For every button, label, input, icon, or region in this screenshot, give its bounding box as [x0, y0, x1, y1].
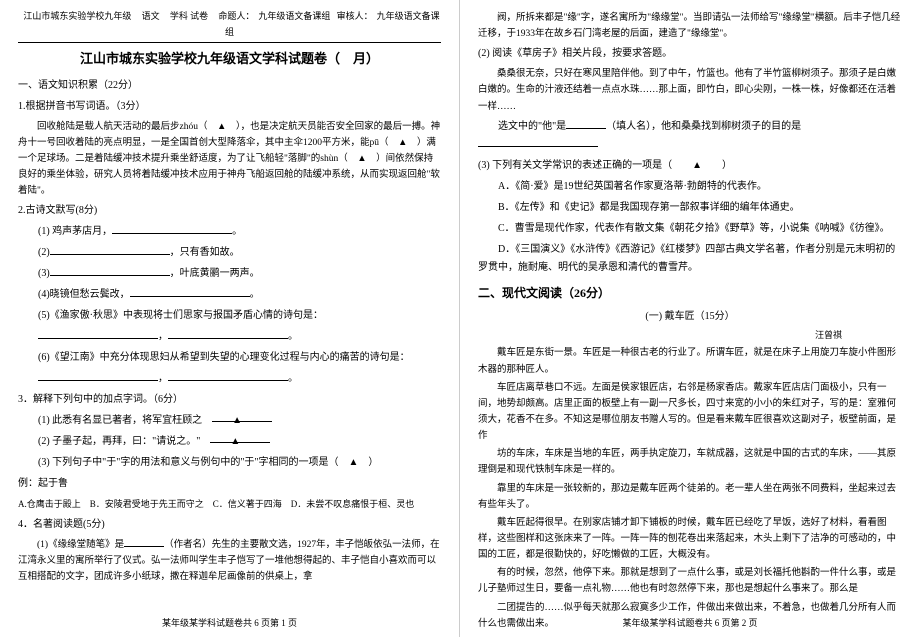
q2-i5-tail: 《望江南》中充分体现思妇从希望到失望的心理变化过程与内心的痛苦的诗句是： [50, 352, 410, 363]
q1-body: 回收舱陆是载人航天活动的最后步zhóu（ ▲ ），也是决定航天员能否安全回家的最… [18, 119, 441, 200]
essay-p1: 戴车匠是东街一景。车匠是一种很古老的行业了。所谓车匠，就是在床子上用旋刀车旋小件… [478, 345, 902, 377]
q2-item-4: (5)《渔家傲·秋思》中表现将士们思家与报国矛盾心情的诗句是： [18, 307, 441, 325]
page-header: 江山市城东实验学校九年级 语文 学科 试卷 命题人：九年级语文备课组 审核人：九… [18, 8, 441, 43]
q2-item-5: (6)《望江南》中充分体现思妇从希望到失望的心理变化过程与内心的痛苦的诗句是： [18, 349, 441, 367]
p2-q3-num: (3) 下列有关文学常识的表述正确的一项是（ ▲ ） [478, 157, 902, 175]
header-school: 江山市城东实验学校九年级 [23, 11, 131, 21]
q2-i4-tail: 《渔家傲·秋思》中表现将士们思家与报国矛盾心情的诗句是： [50, 310, 323, 321]
q2-i2-pre: (3) [38, 268, 50, 279]
blank [50, 266, 170, 276]
page-2: 阀，所拆来都是"缘"字，遂名寓所为"缘缘堂"。当即请弘一法师给写"缘缘堂"横额。… [460, 0, 920, 637]
essay-p6: 有的时候，忽然，他停下来。那就是想到了一点什么事，或是刘长福托他斟酌一件什么事，… [478, 565, 902, 597]
page-1: 江山市城东实验学校九年级 语文 学科 试卷 命题人：九年级语文备课组 审核人：九… [0, 0, 460, 637]
q2-item-4b: ，。 [18, 328, 441, 346]
p2-q2-ask-a: 选文中的"他"是 [498, 121, 566, 132]
p2-q2-body: 桑桑很无奈，只好在寒风里陪伴他。到了中午，竹篮也。他有了半竹篮柳树须子。那须子是… [478, 66, 902, 114]
q1-num: 1.根据拼音书写词语。（3分） [18, 98, 441, 116]
q3-l1-b: 枉 [172, 415, 182, 426]
blank [38, 329, 158, 339]
q3-line3: (3) 下列句子中"于"字的用法和意义与例句中的"于"字相同的一项是（ ▲ ） [18, 454, 441, 472]
blank [566, 119, 606, 129]
p2-q2-num: (2) 阅读《草房子》相关片段，按要求答题。 [478, 45, 902, 63]
q4-l1a: (1)《缘缘堂随笔》是 [37, 540, 124, 550]
page-2-footer: 某年级某学科试题卷共 6 页第 2 页 [460, 615, 920, 631]
q2-item-1: (2) ，只有香如故。 [18, 244, 441, 262]
blank [478, 137, 598, 147]
blank [112, 224, 232, 234]
header-subject: 语文 [142, 11, 160, 21]
q3-line1: (1) 此悉有名显已著者，将军宜枉顾之 ▲ [18, 412, 441, 430]
q1-body-1b: 的最后步zhóu（ ▲ ），也是决定航天员能否安全回家的最后一搏。神舟十一号回收… [18, 122, 440, 197]
q2-item-0: (1) 鸡声茅店月，。 [18, 223, 441, 241]
q3-num: 3．解释下列句中的加点字词。（6分） [18, 391, 441, 409]
q3-opts: A.仓鹰击于殿上 B．安陵君受地于先王而守之 C．信义著于四海 D．未尝不叹息痛… [18, 496, 441, 512]
q4-num: 4．名著阅读题(5分) [18, 516, 441, 534]
blank: ▲ [210, 433, 270, 443]
blank [168, 371, 288, 381]
q1-body-1: 回收舱陆是载人航天活动 [37, 122, 142, 132]
exam-title: 江山市城东实验学校九年级语文学科试题卷（ 月） [18, 47, 441, 70]
p2-q3-b: B．《左传》和《史记》都是我国现存第一部叙事详细的编年体通史。 [478, 199, 902, 217]
essay-p5: 戴车匠起得很早。在别家店铺才卸下铺板的时候，戴车匠已经吃了早饭，选好了材料，看看… [478, 515, 902, 563]
blank [168, 329, 288, 339]
q2-item-2: (3) ，叶底黄鹂一两声。 [18, 265, 441, 283]
q3-l2: (2) 子墨子起，再拜，曰："请说之。" [38, 436, 200, 447]
essay-title: (一) 戴车匠（15分） [478, 308, 902, 326]
p2-cont1: 阀，所拆来都是"缘"字，遂名寓所为"缘缘堂"。当即请弘一法师给写"缘缘堂"横额。… [478, 10, 902, 42]
header-author: 九年级语文备课组 [258, 11, 330, 21]
blank [38, 371, 158, 381]
header-type: 学科 试卷 [170, 11, 208, 21]
q2-item-5b: ，。 [18, 370, 441, 388]
header-author-label: 命题人： [218, 11, 254, 21]
q2-i1-pre: (2) [38, 247, 50, 258]
essay-author: 汪曾祺 [478, 327, 902, 343]
q2-i2-tail: ，叶底黄鹂一两声。 [170, 268, 260, 279]
p2-q3-c: C．曹雪是现代作家，代表作有散文集《朝花夕拾》《野草》等，小说集《呐喊》《彷徨》… [478, 220, 902, 238]
p2-q3-d: D．《三国演义》《水浒传》《西游记》《红楼梦》四部古典文学名著，作者分别是元末明… [478, 241, 902, 277]
blank: ▲ [212, 412, 272, 422]
q2-item-3: (4)晓镜但愁云鬓改，。 [18, 286, 441, 304]
q3-l1-c: 顾之 [182, 415, 202, 426]
q2-num: 2.古诗文默写(8分) [18, 202, 441, 220]
essay-p2: 车匠店离草巷口不远。左面是侯家银匠店，右邻是杨家香店。戴家车匠店店门面极小，只有… [478, 380, 902, 445]
blank [124, 537, 164, 547]
essay-p3: 坊的车床，车床是当地的车匠，两手执定旋刀，车就成器，这就是中国的古式的车床，——… [478, 446, 902, 478]
pages-container: 江山市城东实验学校九年级 语文 学科 试卷 命题人：九年级语文备课组 审核人：九… [0, 0, 920, 637]
section-1-heading: 一、语文知识积累（22分） [18, 77, 441, 95]
q2-i0-pre: (1) 鸡声茅店月， [38, 226, 112, 237]
q2-i3-pre: (4)晓镜但愁云鬓改， [38, 289, 130, 300]
q2-i1-tail: ，只有香如故。 [170, 247, 240, 258]
blank [50, 245, 170, 255]
header-reviewer-label: 审核人： [337, 11, 373, 21]
q2-i5-pre: (6) [38, 352, 50, 363]
p2-q2-ask-b: （填人名），他和桑桑找到柳树须子的目的是 [606, 121, 801, 132]
essay-p4: 靠里的车床是一张较新的，那边是戴车匠两个徒弟的。老一辈人坐在两张不同费料，坐起来… [478, 481, 902, 513]
q2-i4-pre: (5) [38, 310, 50, 321]
p2-q2-ask: 选文中的"他"是 （填人名），他和桑桑找到柳树须子的目的是 [478, 118, 902, 154]
section-2-heading: 二、现代文阅读（26分） [478, 283, 902, 305]
q4-line1: (1)《缘缘堂随笔》是（作者名）先生的主要散文选，1927年，丰子恺皈依弘一法师… [18, 537, 441, 585]
p2-q3-a: A．《简·爱》是19世纪英国著名作家夏洛蒂·勃朗特的代表作。 [478, 178, 902, 196]
page-1-footer: 某年级某学科试题卷共 6 页第 1 页 [0, 615, 459, 631]
q3-example: 例：起于鲁 [18, 475, 441, 493]
q3-l1-a: (1) 此悉有名显已著者，将军宜 [38, 415, 172, 426]
blank [130, 287, 250, 297]
q3-line2: (2) 子墨子起，再拜，曰："请说之。" ▲ [18, 433, 441, 451]
